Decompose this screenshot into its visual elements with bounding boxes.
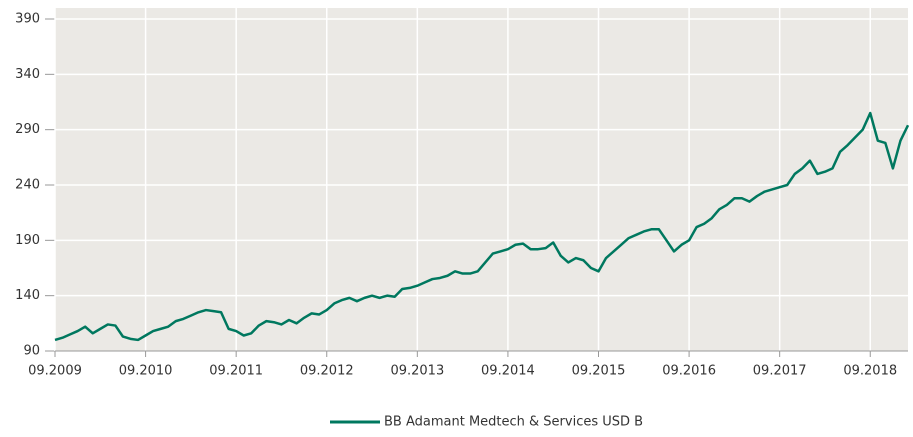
x-tick-label: 09.2016 (662, 364, 716, 379)
x-tick-label: 09.2011 (209, 364, 263, 379)
x-tick-label: 09.2009 (28, 364, 82, 379)
x-tick-label: 09.2012 (300, 364, 354, 379)
y-tick-label: 90 (23, 344, 40, 359)
y-tick-label: 240 (15, 178, 40, 193)
legend-label: BB Adamant Medtech & Services USD B (384, 415, 643, 430)
x-tick-label: 09.2010 (119, 364, 173, 379)
line (54, 111, 910, 342)
y-tick-label: 290 (15, 122, 40, 137)
y-tick-label: 340 (15, 67, 40, 82)
x-tick-label: 09.2018 (843, 364, 897, 379)
plot-area (55, 8, 908, 351)
y-tick-label: 190 (15, 233, 40, 248)
x-tick-label: 09.2013 (390, 364, 444, 379)
x-tick-label: 09.2015 (572, 364, 626, 379)
x-tick-label: 09.2017 (753, 364, 807, 379)
y-tick-label: 140 (15, 288, 40, 303)
y-tick-label: 390 (15, 12, 40, 27)
x-tick-label: 09.2014 (481, 364, 535, 379)
